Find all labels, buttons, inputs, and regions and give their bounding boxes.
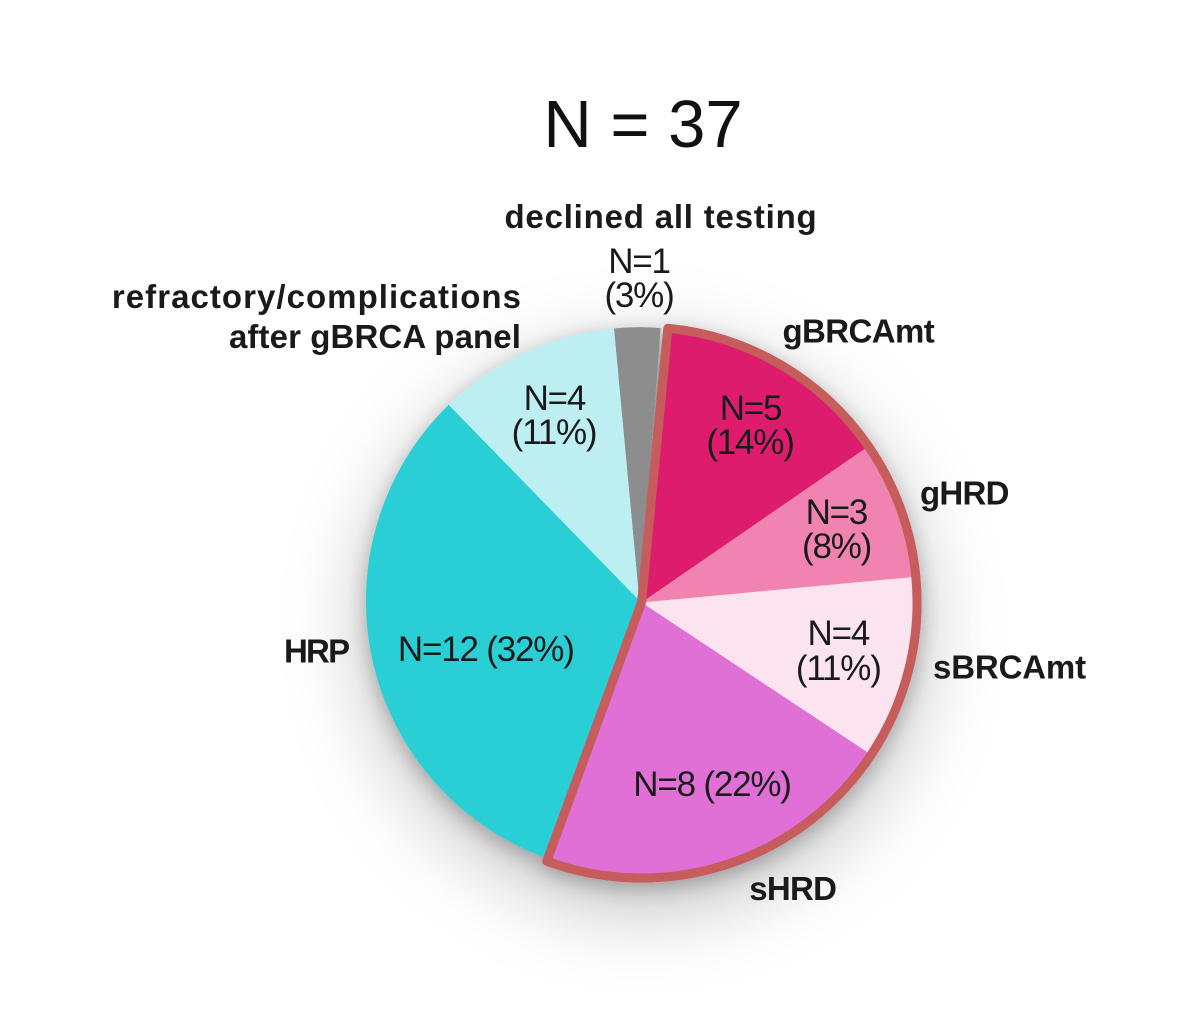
svg-text:(8%): (8%) [802, 527, 871, 566]
svg-text:(14%): (14%) [706, 423, 793, 462]
svg-text:after gBRCA panel: after gBRCA panel [229, 318, 521, 355]
svg-text:N=4: N=4 [524, 379, 586, 418]
svg-text:N=8 (22%): N=8 (22%) [633, 765, 790, 804]
svg-text:(11%): (11%) [512, 413, 597, 452]
svg-text:HRP: HRP [284, 633, 349, 670]
svg-text:declined all testing: declined all testing [504, 198, 817, 235]
svg-text:N = 37: N = 37 [543, 87, 742, 162]
svg-text:sHRD: sHRD [749, 870, 836, 907]
svg-text:gBRCAmt: gBRCAmt [783, 313, 935, 350]
svg-text:refractory/complications: refractory/complications [112, 278, 522, 315]
svg-text:sBRCAmt: sBRCAmt [933, 649, 1086, 686]
svg-text:(3%): (3%) [604, 276, 673, 315]
svg-text:gHRD: gHRD [920, 475, 1009, 512]
svg-text:N=1: N=1 [608, 242, 670, 281]
svg-text:N=4: N=4 [808, 614, 870, 653]
svg-text:N=3: N=3 [806, 493, 868, 532]
svg-text:(11%): (11%) [796, 649, 881, 688]
svg-text:N=12 (32%): N=12 (32%) [398, 630, 574, 669]
svg-text:N=5: N=5 [720, 389, 782, 428]
